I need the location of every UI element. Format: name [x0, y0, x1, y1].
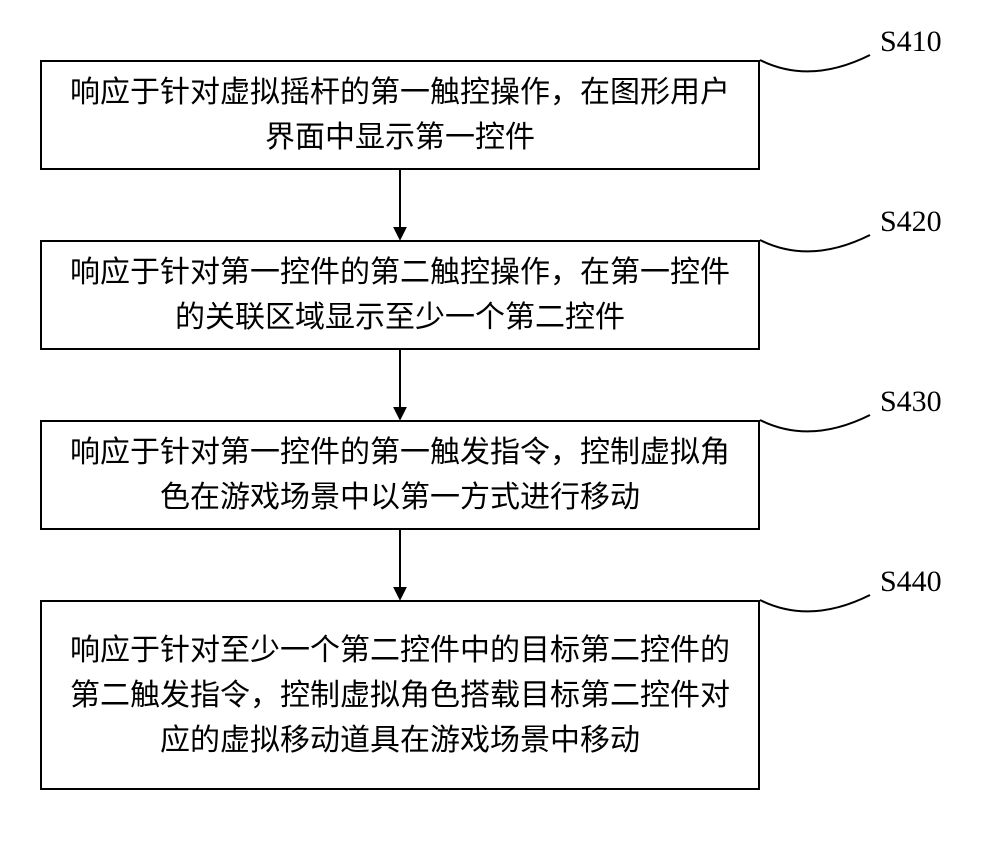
step-label-text: S430 [880, 385, 942, 418]
step-label-l4: S440 [880, 565, 942, 599]
leader-l4 [760, 595, 870, 611]
step-label-l3: S430 [880, 385, 942, 419]
flow-node-n4: 响应于针对至少一个第二控件中的目标第二控件的第二触发指令，控制虚拟角色搭载目标第… [40, 600, 760, 790]
step-label-text: S410 [880, 25, 942, 58]
flow-node-text: 响应于针对虚拟摇杆的第一触控操作，在图形用户界面中显示第一控件 [62, 70, 738, 160]
flowchart-canvas: 响应于针对虚拟摇杆的第一触控操作，在图形用户界面中显示第一控件响应于针对第一控件… [0, 0, 1000, 849]
step-label-l2: S420 [880, 205, 942, 239]
step-label-text: S420 [880, 205, 942, 238]
flow-node-n2: 响应于针对第一控件的第二触控操作，在第一控件的关联区域显示至少一个第二控件 [40, 240, 760, 350]
leader-l1 [760, 55, 870, 71]
flow-node-text: 响应于针对第一控件的第二触控操作，在第一控件的关联区域显示至少一个第二控件 [62, 250, 738, 340]
leader-l3 [760, 415, 870, 431]
flow-node-text: 响应于针对至少一个第二控件中的目标第二控件的第二触发指令，控制虚拟角色搭载目标第… [62, 628, 738, 763]
flow-node-text: 响应于针对第一控件的第一触发指令，控制虚拟角色在游戏场景中以第一方式进行移动 [62, 430, 738, 520]
leader-l2 [760, 235, 870, 251]
flow-node-n3: 响应于针对第一控件的第一触发指令，控制虚拟角色在游戏场景中以第一方式进行移动 [40, 420, 760, 530]
step-label-l1: S410 [880, 25, 942, 59]
step-label-text: S440 [880, 565, 942, 598]
flow-node-n1: 响应于针对虚拟摇杆的第一触控操作，在图形用户界面中显示第一控件 [40, 60, 760, 170]
